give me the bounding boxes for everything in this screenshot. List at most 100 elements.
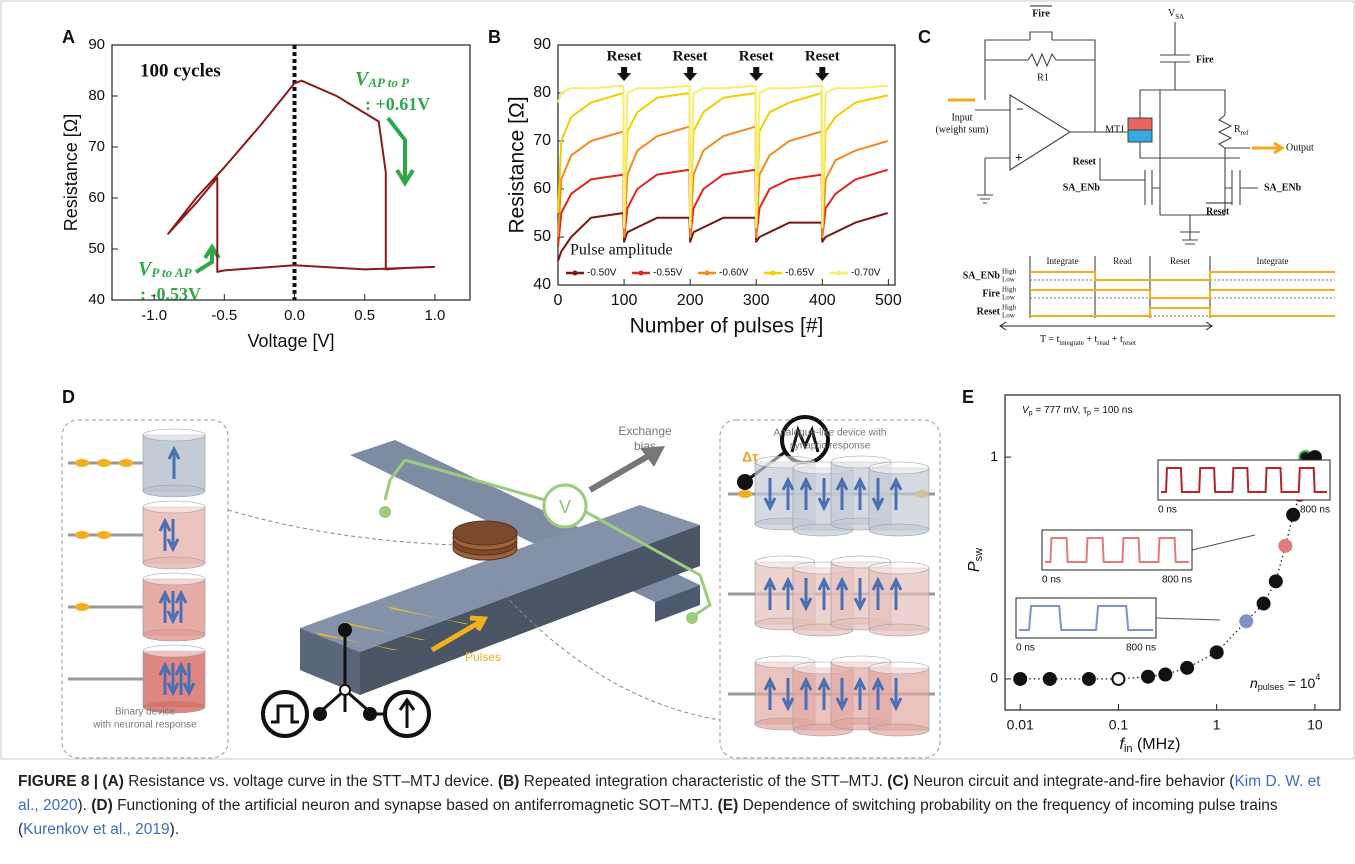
level-label: Low [1002,276,1016,284]
x-tick-label: 0.01 [1007,717,1034,733]
figure: A B C D E 100 cycles VAP to P : +0.61V V… [0,0,1355,762]
panel-label: E [962,387,974,407]
y-tick-label: 80 [88,87,105,104]
circuit-label: + [1015,149,1023,164]
inset-label: 0 ns [1016,643,1035,654]
caption-text: ). [170,821,179,838]
legend-swatch [639,271,644,276]
resistor [985,54,1095,66]
cylinder-cap [143,501,205,513]
probe-contact [686,612,698,624]
y-axis-label: Resistance [Ω] [61,114,81,232]
cylinder-cap [143,429,205,441]
annotation-arrow [815,67,829,81]
inset-connector [1156,618,1220,620]
data-line [558,93,888,227]
period-label: reset [1123,339,1136,347]
contact [313,707,327,721]
data-point [1083,673,1095,685]
cylinder-cap [869,724,929,736]
phase-label: Integrate [1047,256,1079,266]
caption-text: Resistance vs. voltage curve in the STT–… [124,773,498,790]
signal-wave [1030,272,1335,280]
circuit-label: − [1016,101,1024,116]
cylinder-cap [869,562,929,574]
pulse-dot [119,459,133,467]
data-line [558,127,888,237]
transistor [1100,90,1258,215]
x-tick-label: -1.0 [141,307,167,324]
cylinder-cap [869,462,929,474]
circuit-label: SA_ENb [1264,182,1302,193]
period-label: T = t [1040,334,1060,345]
cylinder-cap [869,662,929,674]
annotation: AP to P [367,75,410,90]
schematic-label: V [559,497,571,517]
x-tick-label: 1 [1213,717,1221,733]
cylinder-cap [869,524,929,536]
caption-text: Repeated integration characteristic of t… [519,773,887,790]
y-axis-label: sw [973,548,985,562]
wire [1160,215,1225,244]
signal-label: Reset [977,306,1001,317]
legend-title: Pulse amplitude [570,242,673,259]
timing-diagram: IntegrateReadResetIntegrateSA_ENbHighLow… [963,256,1335,347]
caption-bold: (C) [887,773,909,790]
annotation: Vp = 777 mV, τp = 100 ns [1022,405,1132,417]
circuit-label: SA_ENb [1063,182,1101,193]
x-tick-label: 0.1 [1109,717,1129,733]
cylinder-cap [143,485,205,497]
pulse-dot [738,490,752,498]
data-line [558,86,888,228]
x-tick-label: 1.0 [424,307,445,324]
circuit-label: Rref [1234,124,1249,136]
circuit-label: Fire [1032,8,1050,19]
x-tick-label: 0.5 [354,307,375,324]
x-tick-label: 100 [611,292,638,309]
caption-reference[interactable]: Kurenkov et al., 2019 [23,821,170,838]
schematic-label: Analogue-like device with [774,428,887,439]
level-label: High [1002,268,1017,276]
annotation: Reset [805,48,840,64]
y-tick-label: 60 [533,180,551,197]
x-tick-label: 0.0 [284,307,305,324]
x-axis-label: Voltage [V] [247,331,334,351]
annotation: VAP to P [355,68,410,90]
legend-label: -0.70V [851,268,881,279]
data-point [1181,662,1193,674]
caption-bold: FIGURE 8 | (A) [18,773,124,790]
caption-text: Neuron circuit and integrate-and-fire be… [909,773,1235,790]
inset-label: 800 ns [1300,505,1330,516]
schematic-label: synaptic response [790,441,871,452]
contact [737,474,753,490]
annotation: Reset [607,48,642,64]
inset-frame [1042,530,1192,570]
pulse-icon [263,692,307,736]
pulse-dot [97,459,111,467]
caption-bold: (E) [718,797,739,814]
data-point [1159,669,1171,681]
wire [985,40,1095,132]
panel-label: C [918,27,931,47]
circuit-label: (weight sum) [935,124,988,135]
period-label: read [1097,339,1110,347]
period-label: + t [1109,334,1123,345]
annotation-arrow [617,67,631,81]
level-label: High [1002,304,1017,312]
annotation: VP to AP [138,258,193,280]
data-point [1014,673,1026,685]
inset-label: 0 ns [1158,505,1177,516]
x-axis-label: in [1124,743,1133,755]
mtj-free-layer [1128,118,1152,130]
circuit-label: ref [1241,129,1249,137]
legend-label: -0.60V [719,268,749,279]
y-axis-label: P [966,561,983,572]
signal-label: SA_ENb [963,270,1001,281]
schematic-label: bias [634,439,656,453]
annotation: = 100 ns [1091,405,1132,416]
circuit-label: SA [1175,13,1184,21]
pulse-dot [75,459,89,467]
period-label: integrate [1059,339,1084,347]
y-axis-label: Resistance [Ω] [506,96,529,233]
x-tick-label: 500 [875,292,902,309]
